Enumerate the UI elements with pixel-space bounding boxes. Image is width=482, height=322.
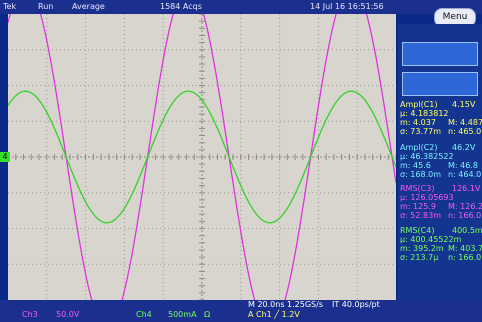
measurement-label: Ampl(C1) [400,100,438,109]
measurement-max: M: 403.7m [448,244,482,253]
brand-label: Tek [3,2,17,11]
ch3-waveform [8,14,396,300]
timebase[interactable]: M 20.0ns 1.25GS/s [248,300,323,309]
ch3-label[interactable]: Ch3 [22,310,38,319]
measurement-count: n: 166.0 [448,253,482,262]
measurement-min: m: 395.2m [400,244,444,253]
ch4-label[interactable]: Ch4 [136,310,152,319]
measurement-label: RMS(C4) [400,226,435,235]
measurement-value: 400.5mA [452,226,482,235]
measurement-sigma: σ: 168.0m [400,170,442,179]
channel-status-bar: Ch3 50.0V Ch4 500mA Ω M 20.0ns 1.25GS/s … [0,300,482,322]
acquisition-mode: Average [72,2,105,11]
measurement-count: n: 465.0 [448,127,482,136]
datetime: 14 Jul 16 16:51:56 [310,2,384,11]
measurement-sigma: σ: 52.83m [400,211,442,220]
ch4-waveform [8,90,396,224]
measurement-min: m: 125.9 [400,202,436,211]
side-menu-button-1[interactable] [402,42,478,66]
measurement-max: M: 4.487 [448,118,482,127]
measurement-max: M: 126.2 [448,202,482,211]
ch4-coupling: Ω [204,310,211,319]
measurement-mean: µ: 400.45522m [400,235,462,244]
measurement-mean: µ: 46.382522 [400,152,454,161]
measurement-value: 4.15V [452,100,476,109]
measurement-mean: µ: 4.183812 [400,109,449,118]
measurement-value: 126.1V [452,184,481,193]
measurement-label: Ampl(C2) [400,143,438,152]
side-menu-button-2[interactable] [402,72,478,96]
ch3-scale[interactable]: 50.0V [56,310,80,319]
ch4-scale[interactable]: 500mA [168,310,197,319]
measurement-sigma: σ: 213.7µ [400,253,439,262]
trigger-setting[interactable]: A Ch1 ╱ 1.2V [248,310,300,319]
measurement-label: RMS(C3) [400,184,435,193]
record-length: IT 40.0ps/pt [332,300,380,309]
waveform-display[interactable] [8,14,396,300]
measurement-max: M: 46.8 [448,161,478,170]
measurement-mean: µ: 126.05693 [400,193,454,202]
measurement-min: m: 4.037 [400,118,436,127]
side-panel [398,24,482,302]
channel-4-marker[interactable]: 4 [0,152,10,162]
measurement-sigma: σ: 73.77m [400,127,442,136]
acquisition-count: 1584 Acqs [160,2,202,11]
status-bar: Tek Run Average 1584 Acqs 14 Jul 16 16:5… [0,0,482,14]
measurement-count: n: 464.0 [448,170,482,179]
measurement-min: m: 45.6 [400,161,431,170]
measurement-count: n: 166.0 [448,211,482,220]
scope-graticule [8,14,396,300]
run-state[interactable]: Run [38,2,54,11]
measurement-value: 46.2V [452,143,476,152]
